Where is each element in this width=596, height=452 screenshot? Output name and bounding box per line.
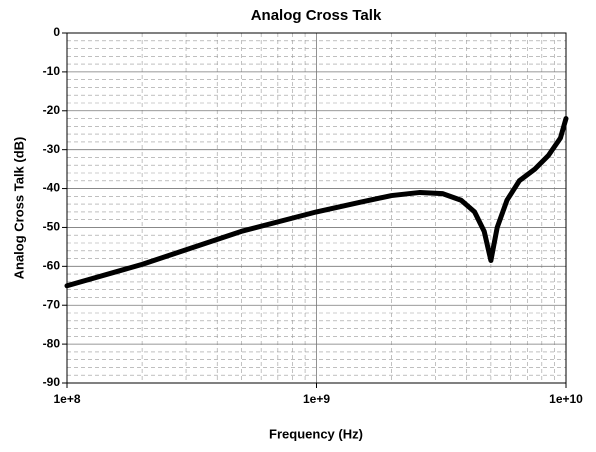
x-tick-label: 1e+8	[53, 392, 80, 406]
y-tick-label: -70	[43, 297, 61, 311]
y-tick-label: 0	[53, 25, 60, 39]
y-tick-label: -10	[43, 64, 61, 78]
plot-frame	[66, 32, 567, 384]
x-axis-label: Frequency (Hz)	[269, 426, 363, 441]
y-tick-label: -20	[43, 103, 61, 117]
x-tick-label: 1e+10	[549, 392, 583, 406]
y-tick-label: -90	[43, 375, 61, 389]
y-tick-label: -40	[43, 181, 61, 195]
y-tick-label: -80	[43, 336, 61, 350]
data-line	[64, 116, 569, 289]
chart-title: Analog Cross Talk	[251, 7, 382, 24]
y-axis-label: Analog Cross Talk (dB)	[11, 137, 26, 280]
y-tick-label: -60	[43, 259, 61, 273]
y-tick-label: -30	[43, 142, 61, 156]
y-tick-label: -50	[43, 220, 61, 234]
x-tick-label: 1e+9	[303, 392, 330, 406]
